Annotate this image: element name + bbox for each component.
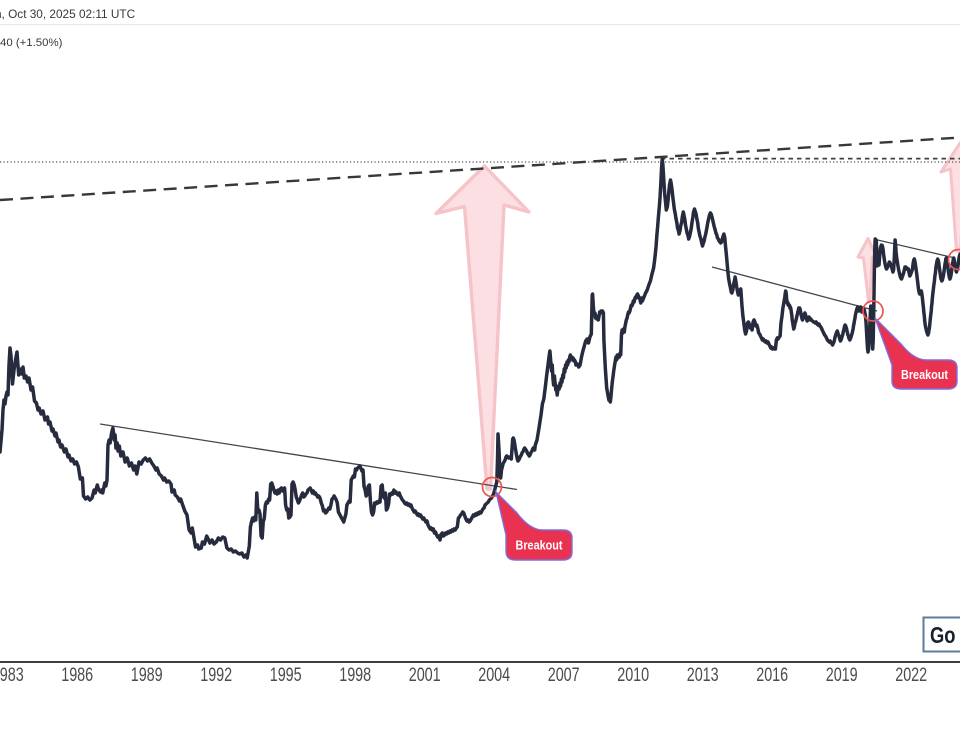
svg-text:2007: 2007	[548, 665, 580, 686]
svg-text:1989: 1989	[131, 665, 163, 686]
svg-text:40 (+1.50%): 40 (+1.50%)	[0, 37, 63, 49]
svg-text:2004: 2004	[478, 665, 510, 686]
svg-text:2016: 2016	[756, 665, 788, 686]
svg-text:2001: 2001	[409, 665, 441, 686]
svg-text:1992: 1992	[200, 665, 232, 686]
svg-text:1983: 1983	[0, 665, 24, 686]
svg-text:2013: 2013	[687, 665, 719, 686]
svg-text:2010: 2010	[617, 665, 649, 686]
svg-text:2019: 2019	[826, 665, 858, 686]
svg-text:1995: 1995	[270, 665, 302, 686]
svg-text:Breakout: Breakout	[516, 539, 564, 553]
svg-text:Breakout: Breakout	[901, 368, 949, 382]
svg-text:2022: 2022	[895, 665, 927, 686]
svg-text:Go: Go	[930, 622, 956, 648]
svg-text:1998: 1998	[339, 665, 371, 686]
svg-text:1986: 1986	[61, 665, 93, 686]
svg-text:n, Oct 30, 2025 02:11 UTC: n, Oct 30, 2025 02:11 UTC	[0, 7, 136, 21]
